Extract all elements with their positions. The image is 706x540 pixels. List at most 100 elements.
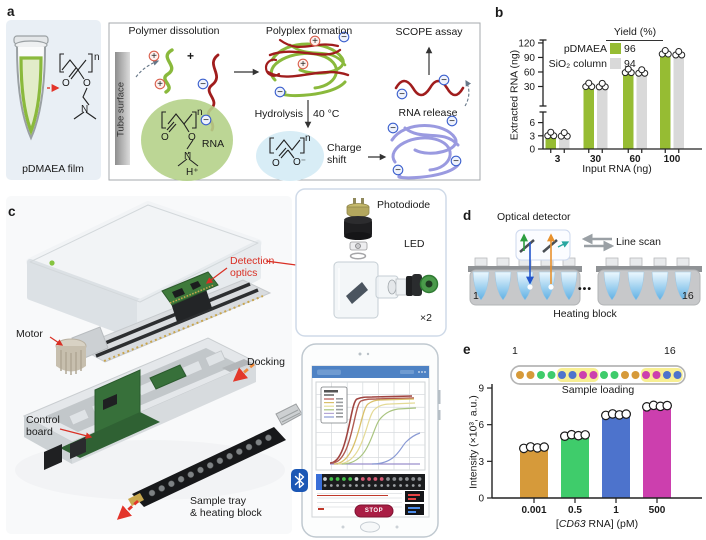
dissolved-polymer-strand	[163, 48, 174, 94]
amplification-curves	[329, 395, 421, 465]
svg-text:3: 3	[529, 131, 535, 142]
rna-label: RNA	[201, 138, 225, 150]
svg-text:−: −	[390, 123, 396, 134]
legend-label-sio2: SiO₂ column	[548, 58, 607, 70]
e-xlabel-gene: CD63	[558, 518, 586, 530]
svg-text:6: 6	[478, 420, 484, 431]
atom-n: N	[81, 104, 88, 115]
svg-text:90: 90	[524, 53, 536, 64]
svg-text:0.5: 0.5	[568, 505, 582, 516]
charge-shift-label-1: Charge	[327, 142, 362, 154]
device-render	[6, 196, 313, 534]
strip-number-last: 16	[664, 345, 676, 357]
e-y-axis-label: Intensity (×10³, a.u.)	[467, 395, 480, 489]
atom-n: N	[184, 151, 191, 162]
svg-text:3: 3	[555, 154, 561, 165]
sample-loading-label: Sample loading	[561, 384, 635, 396]
svg-text:−: −	[200, 79, 206, 90]
svg-text:0.001: 0.001	[521, 505, 546, 516]
legend-yield-title: Yield (%)	[613, 26, 657, 38]
charge-shifted-tangle	[390, 124, 460, 180]
tablet-stop-button	[354, 504, 394, 518]
legend-value-pdmaea: 96	[624, 43, 636, 55]
legend-swatch-pdmaea	[610, 43, 621, 54]
svg-text:−: −	[399, 89, 405, 100]
sample-tray-illustration	[128, 403, 303, 507]
cd63-intensity-chart: 0 3 6 9 0.001 0.5 1 500	[478, 384, 702, 516]
motor-illustration	[55, 338, 87, 375]
heating-block-right	[597, 269, 701, 306]
sample-tray-label-2: & heating block	[190, 507, 262, 519]
panel-letter-c: c	[8, 204, 16, 219]
svg-text:0: 0	[529, 145, 535, 156]
atom-o: O	[272, 158, 280, 169]
panel-d-artwork	[468, 229, 702, 306]
detection-optics-label-1: Detection	[230, 255, 275, 267]
e-xlabel-pre: [	[555, 518, 559, 530]
svg-text:120: 120	[518, 38, 535, 49]
control-board-label-1: Control	[26, 414, 60, 426]
power-led-dot	[49, 260, 55, 266]
e-xlabel-post: RNA] (pM)	[585, 518, 639, 530]
control-board-label-2: board	[26, 426, 53, 438]
svg-text:+: +	[151, 51, 157, 62]
svg-text:9: 9	[478, 384, 484, 395]
svg-text:0: 0	[478, 494, 484, 505]
svg-text:−: −	[277, 87, 283, 98]
step-scope-assay: SCOPE assay	[395, 26, 463, 38]
svg-text:−: −	[441, 75, 447, 86]
bluetooth-icon	[291, 469, 308, 492]
step-polymer-dissolution: Polymer dissolution	[128, 25, 220, 37]
atom-o: O	[161, 132, 169, 143]
released-rna-strand	[394, 79, 465, 97]
atom-h-plus: H⁺	[186, 167, 199, 178]
atom-o: O	[83, 78, 91, 89]
e-x-axis-label: [CD63 RNA] (pM)	[532, 518, 662, 530]
led-label: LED	[404, 238, 425, 250]
plus-sign: +	[187, 49, 195, 63]
svg-text:100: 100	[664, 154, 681, 165]
control-board-illustration	[44, 364, 187, 470]
pdmaea-structure	[59, 53, 97, 120]
svg-text:−: −	[341, 32, 347, 43]
svg-text:+: +	[312, 36, 318, 47]
svg-text:−: −	[453, 156, 459, 167]
panel-letter-d: d	[463, 208, 472, 223]
dichroic-mirror	[519, 239, 535, 253]
tube-surface-bar	[115, 52, 130, 165]
repeat-n: n	[305, 133, 311, 144]
temperature-label: 40 °C	[313, 108, 340, 120]
charge-shift-label-2: shift	[327, 154, 347, 166]
legend-swatch-sio2	[610, 58, 621, 69]
optical-detector-label: Optical detector	[497, 211, 571, 223]
detection-optics-carriage	[161, 271, 219, 322]
tablet-illustration	[301, 343, 441, 538]
tube-surface-label: Tube surface	[115, 81, 127, 138]
panel-letter-e: e	[463, 342, 471, 357]
svg-text:30: 30	[524, 82, 536, 93]
b-y-axis-label: Extracted RNA (ng)	[508, 49, 521, 141]
svg-text:3: 3	[478, 457, 484, 468]
rna-release-label: RNA release	[398, 107, 458, 119]
hydrolysed-monomer-highlight: O O⁻ n	[256, 131, 324, 181]
svg-text:60: 60	[524, 67, 536, 78]
detection-optics-label-2: optics	[230, 267, 258, 279]
motor-label: Motor	[16, 328, 43, 340]
atom-o: O	[188, 132, 196, 143]
dichroic-mirror	[542, 239, 558, 253]
svg-text:1: 1	[613, 505, 619, 516]
stop-button-label: STOP	[364, 508, 384, 514]
legend-value-sio2: 94	[624, 58, 636, 70]
svg-text:+: +	[300, 59, 306, 70]
charge-symbols: + + − − + − + − − − − − − −	[148, 31, 462, 176]
svg-text:−: −	[395, 165, 401, 176]
tablet-app-header	[312, 366, 429, 378]
well-number-first: 1	[473, 290, 479, 302]
svg-text:6: 6	[529, 118, 535, 129]
tablet-well-strip	[316, 474, 425, 490]
times-two-label: ×2	[420, 312, 432, 324]
sample-tray-label-1: Sample tray	[190, 495, 247, 507]
extracted-rna-chart: 30 60 90 120 0 3 6 3 30 60 100	[518, 38, 702, 165]
